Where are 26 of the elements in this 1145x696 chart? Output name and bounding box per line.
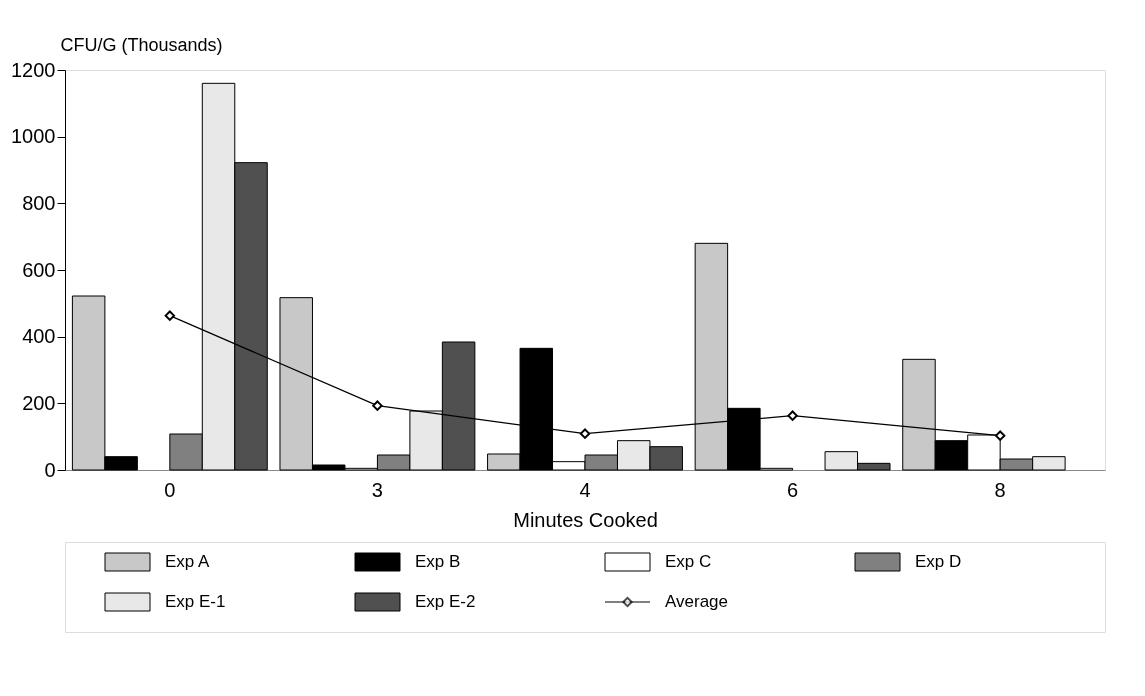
point	[994, 430, 1006, 441]
y-tick-label: 200	[22, 391, 56, 414]
legend-label: Exp D	[915, 552, 962, 571]
legend-label: Exp E-1	[165, 592, 226, 611]
y-tick-label: 1200	[11, 58, 56, 81]
point	[372, 400, 383, 411]
y-tick-label: 0	[44, 458, 56, 481]
x-tick-label: 0	[164, 478, 176, 501]
x-tick-label: 6	[787, 478, 799, 501]
x-tick-label: 3	[371, 478, 383, 501]
legend-label: Average	[665, 592, 729, 611]
x-axis-title: Minutes Cooked	[513, 508, 658, 531]
y-tick-label: 600	[22, 258, 56, 281]
x-tick-label: 4	[579, 478, 591, 501]
legend-label: Exp C	[665, 552, 712, 571]
point	[787, 410, 798, 421]
y-tick-label: 1000	[11, 125, 56, 148]
y-tick-label: 400	[22, 325, 56, 348]
point	[579, 428, 591, 439]
y-axis-title: CFU/G (Thousands)	[60, 34, 223, 55]
point	[164, 310, 176, 321]
legend-label: Exp E-2	[415, 592, 476, 611]
y-tick-label: 800	[22, 191, 56, 214]
legend-label: Exp A	[165, 552, 211, 571]
legend-label: Exp B	[415, 552, 461, 571]
x-tick-label: 8	[994, 478, 1006, 501]
